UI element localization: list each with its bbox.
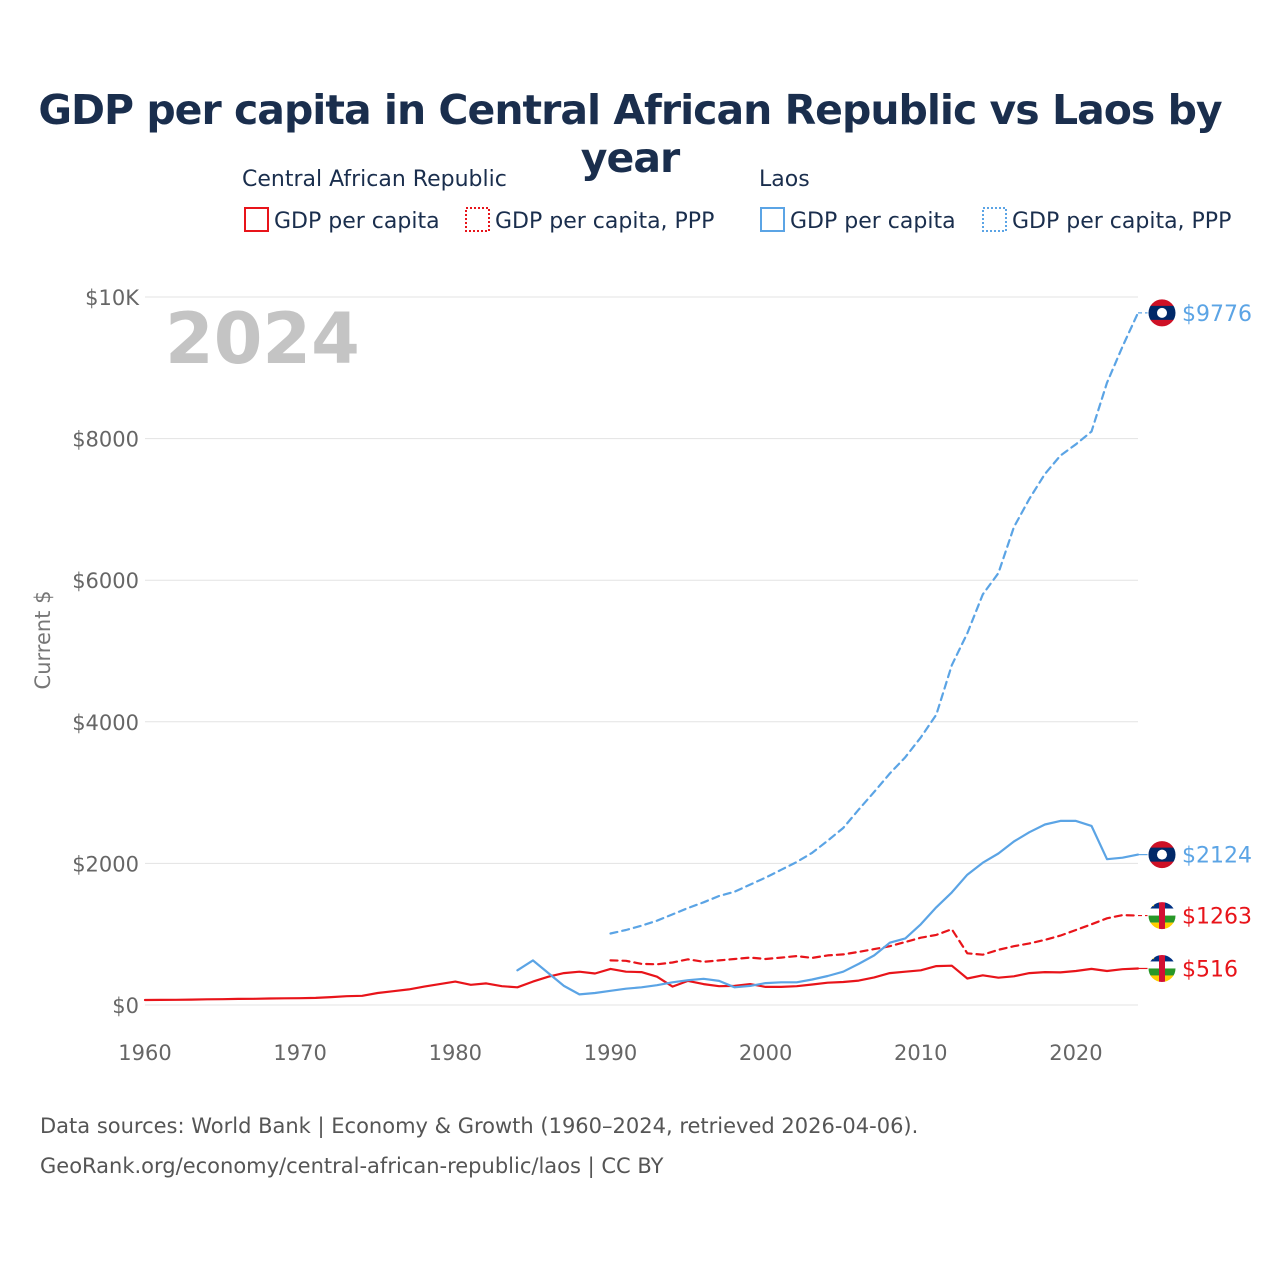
- end-value-label: $1263: [1182, 905, 1252, 930]
- x-tick-label: 2010: [894, 1041, 947, 1065]
- series-line: [143, 964, 1140, 1002]
- end-value-label: $2124: [1182, 844, 1252, 869]
- series-line: [609, 311, 1140, 935]
- legend-swatch: [982, 207, 1007, 232]
- data-source-note: Data sources: World Bank | Economy & Gro…: [40, 1114, 919, 1138]
- laos-flag-icon: [1147, 840, 1177, 870]
- central-african-republic-flag-icon: [1147, 953, 1177, 983]
- legend-swatch: [244, 207, 269, 232]
- series-line: [609, 913, 1140, 966]
- end-value-label: $516: [1182, 957, 1238, 982]
- legend-group-title: Central African Republic: [242, 167, 507, 192]
- x-tick-label: 1970: [273, 1041, 326, 1065]
- central-african-republic-flag-icon: [1147, 901, 1177, 931]
- x-tick-label: 2000: [739, 1041, 792, 1065]
- x-tick-label: 2020: [1049, 1041, 1102, 1065]
- legend-label: GDP per capita: [274, 209, 440, 234]
- y-tick-label: $0: [112, 994, 139, 1018]
- y-tick-label: $8000: [72, 428, 139, 452]
- y-axis-title: Current $: [31, 591, 55, 690]
- attribution-link[interactable]: GeoRank.org/economy/central-african-repu…: [40, 1154, 664, 1178]
- y-tick-label: $4000: [72, 711, 139, 735]
- chart-title: GDP per capita in Central African Republ…: [38, 86, 1222, 182]
- legend-label: GDP per capita, PPP: [495, 209, 714, 234]
- legend-swatch: [465, 207, 490, 232]
- y-tick-label: $2000: [72, 852, 139, 876]
- x-tick-label: 1980: [429, 1041, 482, 1065]
- legend-label: GDP per capita: [790, 209, 956, 234]
- series-line: [516, 819, 1140, 996]
- legend-label: GDP per capita, PPP: [1012, 209, 1231, 234]
- legend-group-title: Laos: [759, 167, 810, 192]
- year-watermark: 2024: [165, 298, 360, 380]
- x-tick-label: 1990: [584, 1041, 637, 1065]
- chart-svg: $0 $2000 $4000 $6000 $8000 $10K 1960 1970 1980 19…: [31, 167, 1252, 1065]
- laos-flag-icon: [1147, 298, 1177, 328]
- legend-swatch: [760, 207, 785, 232]
- end-value-label: $9776: [1182, 302, 1252, 327]
- y-tick-label: $10K: [85, 286, 140, 310]
- x-tick-label: 1960: [118, 1041, 171, 1065]
- footer: Data sources: World Bank | Economy & Gro…: [40, 1106, 918, 1186]
- y-tick-label: $6000: [72, 569, 139, 593]
